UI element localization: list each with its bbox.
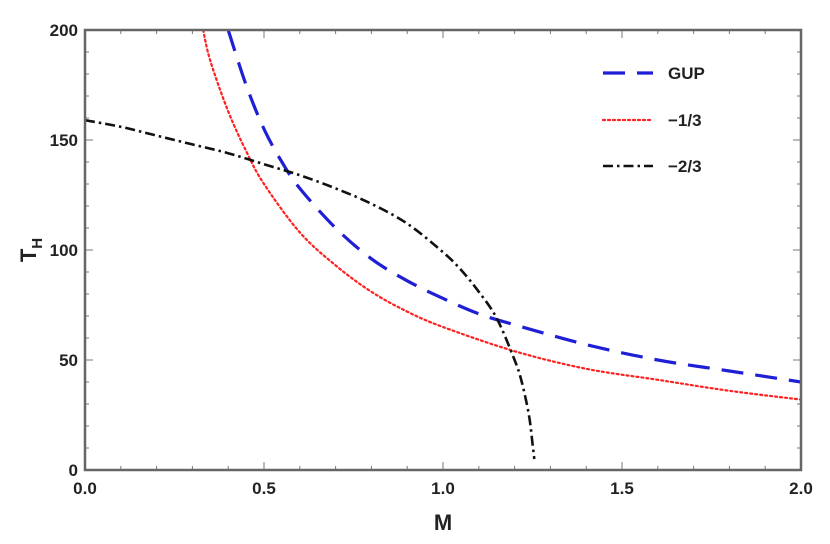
x-tick-label: 0.5 (252, 479, 276, 498)
plot-border (83, 28, 803, 472)
y-tick-label: 50 (59, 351, 78, 370)
y-tick-label: 0 (69, 461, 78, 480)
legend-label-1: −1/3 (668, 111, 702, 130)
y-axis-title-main: T (16, 248, 41, 262)
svg-text:TH: TH (16, 238, 46, 262)
y-tick-label: 150 (50, 131, 78, 150)
legend: GUP −1/3 −2/3 (601, 64, 705, 176)
x-axis-title: M (434, 510, 452, 535)
x-tick-label: 0.0 (73, 479, 97, 498)
legend-label-0: GUP (668, 64, 705, 83)
y-tick-label: 100 (50, 241, 78, 260)
series-line-1 (202, 30, 801, 401)
series-line-2 (85, 118, 536, 460)
x-tick-label: 1.5 (610, 479, 634, 498)
series-layer (85, 30, 801, 460)
tick-labels: 0.0 0.5 1.0 1.5 2.0 0 50 100 150 200 (50, 21, 813, 498)
plot-area (85, 30, 801, 470)
series-line-0 (226, 30, 801, 384)
x-tick-label: 2.0 (789, 479, 813, 498)
y-tick-label: 200 (50, 21, 78, 40)
legend-label-2: −2/3 (668, 157, 702, 176)
plot-background (85, 30, 801, 470)
x-tick-label: 1.0 (431, 479, 455, 498)
y-axis-title: TH (16, 238, 46, 262)
plot-frame (83, 28, 803, 472)
y-axis-title-sub: H (29, 238, 46, 249)
